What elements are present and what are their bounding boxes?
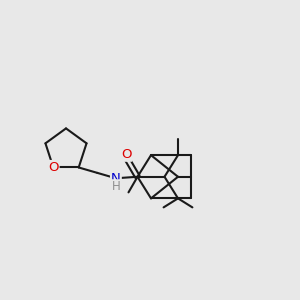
Text: H: H [112, 180, 120, 193]
Text: O: O [121, 148, 131, 161]
Text: O: O [48, 161, 58, 174]
Text: N: N [111, 172, 121, 185]
